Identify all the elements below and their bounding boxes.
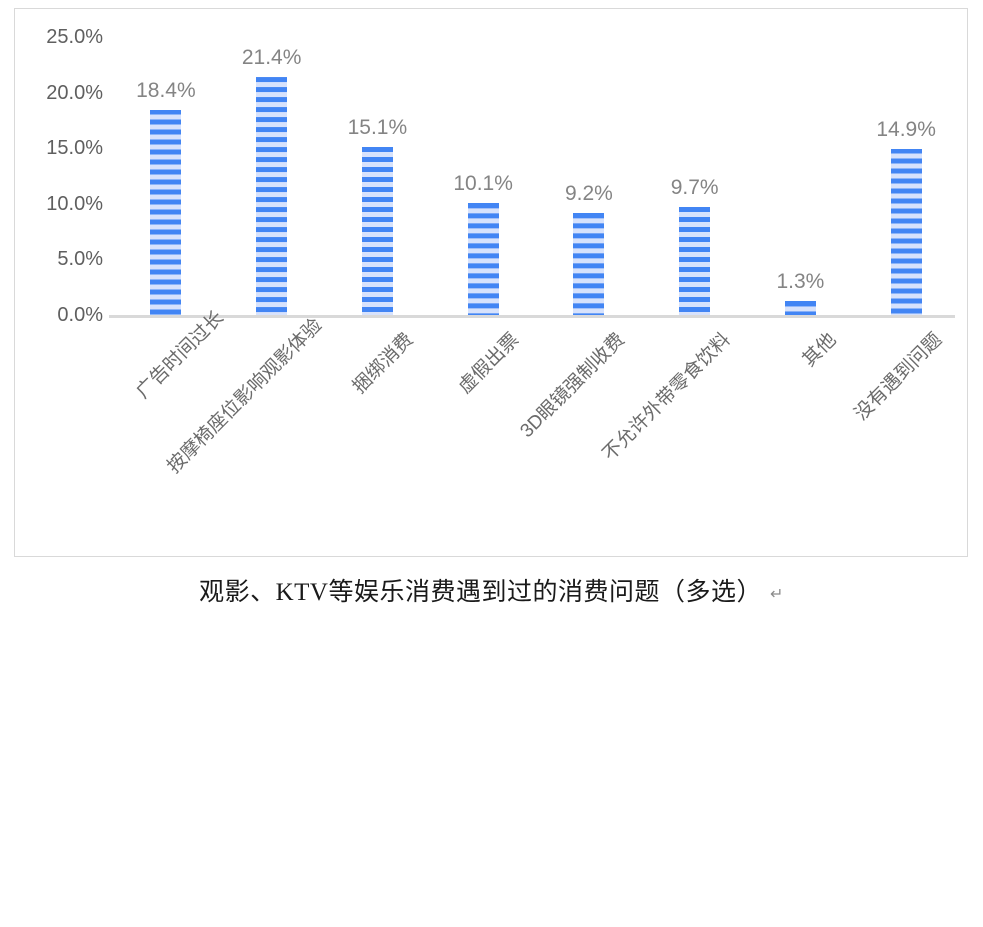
bar-slot[interactable]: 21.4% <box>242 9 301 315</box>
plot-area: 25.0% 20.0% 15.0% 10.0% 5.0% 0.0% 18.4% 21.4% 1… <box>15 9 969 558</box>
bar-slot[interactable]: 10.1% <box>453 9 513 315</box>
x-axis-line <box>109 315 955 318</box>
bar-value-label: 21.4% <box>241 45 302 69</box>
y-axis-tick-label: 0.0% <box>57 304 103 326</box>
bar[interactable] <box>361 147 393 315</box>
bar[interactable] <box>150 110 182 315</box>
bar-series: 18.4% 21.4% 15.1% 10.1% 9.2% 9.7% 1.3% 14.9% <box>109 9 955 315</box>
bar[interactable] <box>890 149 922 315</box>
bar-value-label: 9.2% <box>564 181 613 205</box>
x-axis-category-label: 捆绑消费 <box>348 329 418 398</box>
bar-slot[interactable]: 14.9% <box>876 9 936 315</box>
chart-page: 25.0% 20.0% 15.0% 10.0% 5.0% 0.0% 18.4% 21.4% 1… <box>0 8 983 608</box>
x-axis-category-label: 3D眼镜强制收费 <box>516 329 630 442</box>
bar-value-label: 1.3% <box>776 269 825 293</box>
y-axis-tick-label: 5.0% <box>57 248 103 271</box>
bar-value-label: 9.7% <box>670 176 719 200</box>
bar[interactable] <box>679 207 711 315</box>
bar-slot[interactable]: 18.4% <box>136 9 196 315</box>
bar[interactable] <box>573 212 605 315</box>
bar-slot[interactable]: 9.7% <box>671 9 719 315</box>
x-axis-category-labels: 广告时间过长 按摩椅座位影响观影体验 捆绑消费 虚假出票 3D眼镜强制收费 不允许外带零食… <box>109 307 955 556</box>
bar-value-label: 10.1% <box>453 171 513 195</box>
bar-slot[interactable]: 1.3% <box>776 9 824 315</box>
bar-value-label: 14.9% <box>876 118 936 142</box>
chart-frame: 25.0% 20.0% 15.0% 10.0% 5.0% 0.0% 18.4% 21.4% 1… <box>14 8 968 557</box>
y-axis-tick-label: 15.0% <box>46 137 103 160</box>
paragraph-mark-icon: ↵ <box>769 586 784 604</box>
bar[interactable] <box>256 76 288 315</box>
y-axis: 25.0% 20.0% 15.0% 10.0% 5.0% 0.0% <box>15 9 103 558</box>
bar-slot[interactable]: 15.1% <box>348 9 407 315</box>
y-axis-tick-label: 20.0% <box>46 81 103 104</box>
x-axis-category-label: 广告时间过长 <box>132 307 229 403</box>
bar-value-label: 18.4% <box>136 79 196 103</box>
chart-caption: 观影、KTV等娱乐消费遇到过的消费问题（多选） ↵ <box>0 572 983 608</box>
y-axis-tick-label: 25.0% <box>46 25 103 48</box>
bar-slot[interactable]: 9.2% <box>565 9 613 315</box>
caption-text: 观影、KTV等娱乐消费遇到过的消费问题（多选） <box>199 579 762 606</box>
bar-value-label: 15.1% <box>347 116 408 140</box>
y-axis-tick-label: 10.0% <box>46 192 103 215</box>
bar[interactable] <box>784 300 816 315</box>
bar[interactable] <box>467 202 499 315</box>
